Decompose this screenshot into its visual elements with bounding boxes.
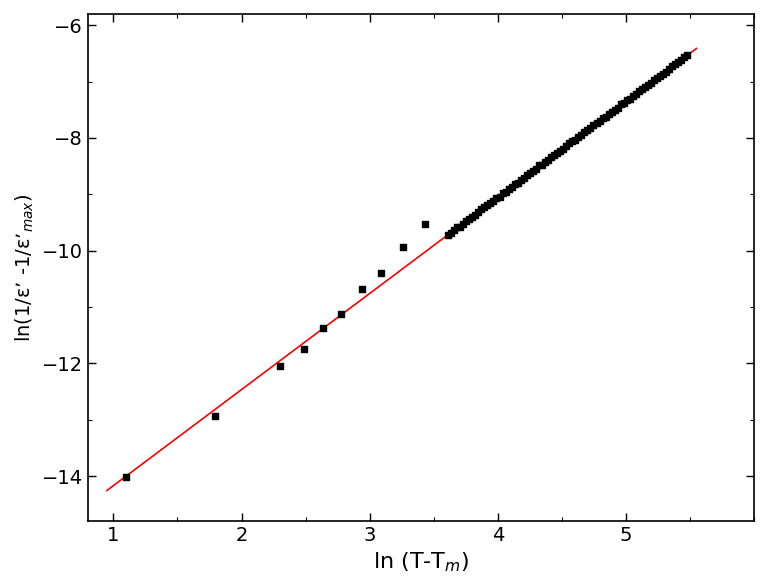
Point	[487, 196, 499, 206]
Point	[297, 344, 310, 353]
Point	[448, 225, 460, 235]
Point	[542, 155, 554, 165]
Point	[614, 99, 627, 109]
Point	[578, 128, 591, 137]
Point	[539, 158, 551, 167]
Point	[334, 309, 346, 319]
Point	[621, 95, 633, 105]
Point	[572, 132, 584, 142]
Point	[485, 198, 497, 208]
Point	[466, 212, 478, 221]
Point	[605, 108, 617, 117]
Point	[560, 141, 572, 151]
Point	[493, 192, 505, 201]
Point	[518, 173, 530, 183]
Point	[660, 67, 673, 76]
Point	[524, 169, 536, 178]
Point	[557, 144, 569, 153]
Point	[575, 130, 588, 139]
Point	[651, 74, 664, 83]
Point	[600, 113, 612, 122]
Point	[502, 185, 515, 194]
Point	[356, 285, 369, 294]
Point	[548, 150, 560, 159]
Point	[608, 105, 621, 115]
Point	[611, 103, 624, 112]
Point	[457, 219, 469, 229]
Point	[499, 187, 511, 196]
Point	[469, 210, 482, 219]
Point	[515, 176, 527, 185]
Point	[551, 148, 563, 158]
Point	[463, 214, 475, 223]
Point	[530, 164, 542, 173]
Point	[475, 205, 488, 214]
Point	[594, 116, 606, 126]
Point	[508, 179, 521, 189]
Point	[675, 55, 687, 64]
Point	[419, 219, 432, 228]
Point	[490, 193, 502, 203]
Point	[566, 136, 578, 146]
Point	[478, 203, 491, 212]
Point	[482, 200, 494, 209]
Point	[569, 135, 581, 145]
Point	[654, 72, 667, 81]
Point	[454, 222, 466, 232]
Point	[317, 323, 329, 333]
Point	[521, 171, 533, 180]
Point	[120, 472, 132, 482]
Point	[511, 178, 524, 187]
Point	[536, 160, 548, 169]
Point	[527, 166, 539, 176]
Point	[396, 242, 409, 252]
Point	[617, 99, 630, 108]
Point	[588, 121, 600, 130]
Point	[545, 152, 558, 162]
Point	[460, 216, 472, 226]
Point	[376, 268, 388, 278]
Point	[669, 59, 681, 69]
X-axis label: ln (T-T$_m$): ln (T-T$_m$)	[373, 550, 469, 574]
Point	[584, 123, 597, 132]
Point	[597, 113, 609, 123]
Point	[533, 161, 545, 170]
Point	[678, 52, 690, 62]
Point	[630, 89, 642, 98]
Point	[624, 95, 636, 104]
Point	[472, 207, 485, 216]
Point	[445, 228, 457, 238]
Point	[496, 189, 508, 198]
Point	[681, 51, 694, 60]
Y-axis label: ln(1/ε’ -1/ε’$_{max}$): ln(1/ε’ -1/ε’$_{max}$)	[14, 193, 36, 342]
Point	[639, 82, 651, 91]
Point	[636, 84, 648, 93]
Point	[603, 110, 615, 119]
Point	[274, 362, 286, 371]
Point	[666, 62, 678, 71]
Point	[645, 78, 657, 88]
Point	[442, 230, 454, 239]
Point	[642, 80, 654, 89]
Point	[648, 75, 660, 85]
Point	[581, 125, 594, 135]
Point	[633, 86, 645, 96]
Point	[663, 64, 675, 74]
Point	[209, 411, 221, 420]
Point	[672, 58, 684, 67]
Point	[627, 92, 639, 101]
Point	[451, 223, 463, 232]
Point	[563, 139, 575, 148]
Point	[554, 146, 566, 156]
Point	[505, 183, 518, 192]
Point	[591, 119, 603, 128]
Point	[657, 69, 670, 79]
